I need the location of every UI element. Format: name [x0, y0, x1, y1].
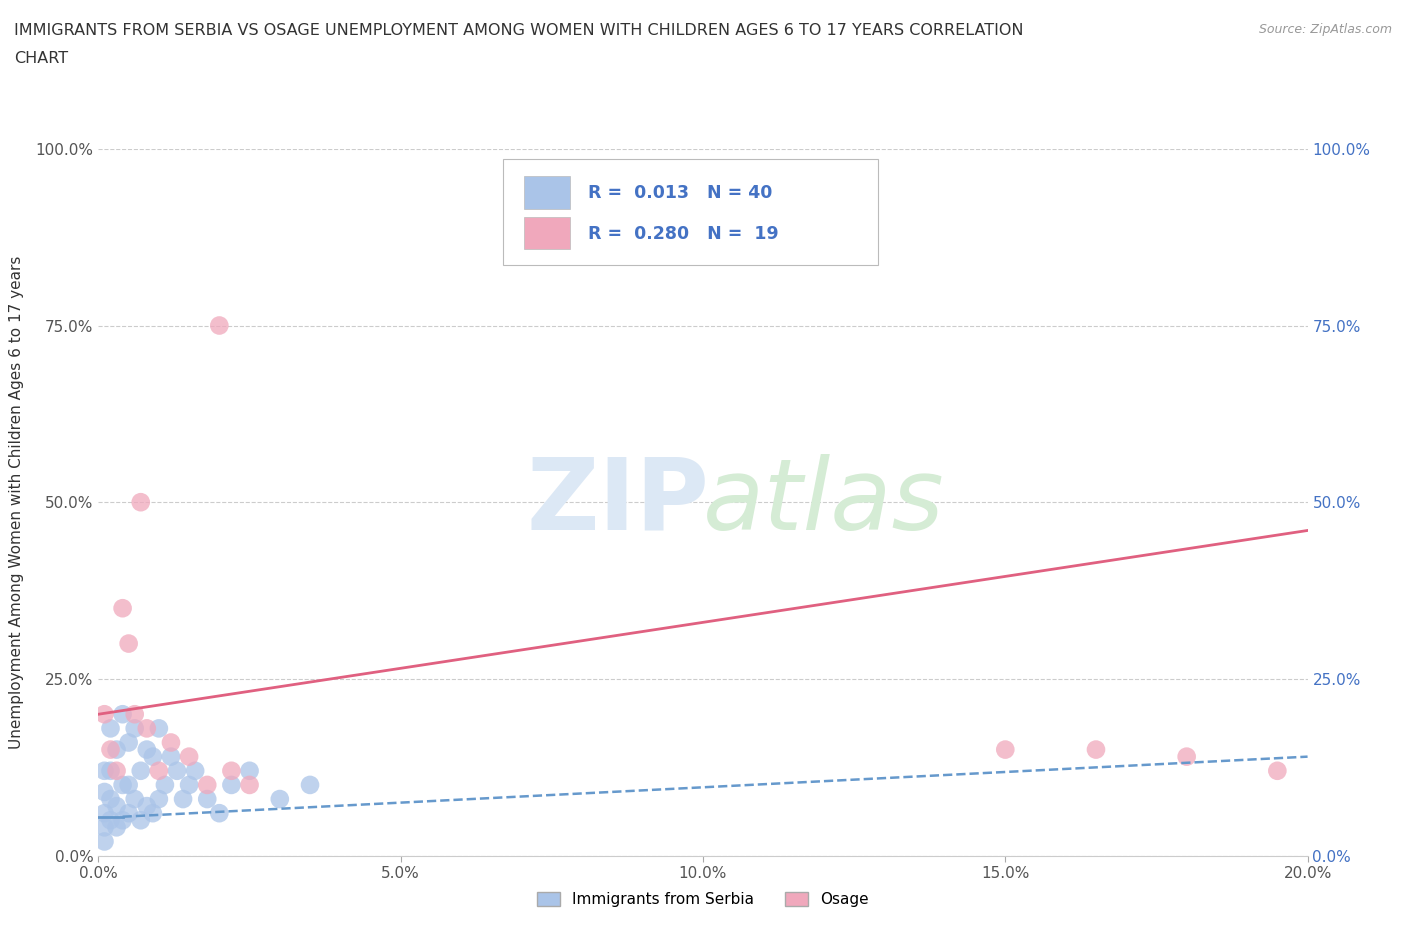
Point	[93, 820, 115, 835]
Point	[148, 791, 170, 806]
Point	[135, 721, 157, 736]
Point	[148, 721, 170, 736]
Point	[129, 495, 152, 510]
Point	[160, 750, 183, 764]
Point	[105, 764, 128, 778]
Point	[184, 764, 207, 778]
FancyBboxPatch shape	[524, 177, 569, 209]
FancyBboxPatch shape	[503, 159, 879, 265]
Point	[100, 721, 122, 736]
Point	[1085, 742, 1108, 757]
Point	[100, 764, 122, 778]
Point	[105, 820, 128, 835]
Point	[118, 735, 141, 750]
Point	[153, 777, 176, 792]
Point	[994, 742, 1017, 757]
Text: Source: ZipAtlas.com: Source: ZipAtlas.com	[1258, 23, 1392, 36]
Point	[105, 742, 128, 757]
Point	[111, 601, 134, 616]
Point	[118, 636, 141, 651]
Point	[93, 785, 115, 800]
Point	[124, 791, 146, 806]
Point	[111, 707, 134, 722]
Point	[142, 750, 165, 764]
FancyBboxPatch shape	[524, 217, 569, 249]
Point	[100, 742, 122, 757]
Point	[239, 777, 262, 792]
Text: R =  0.013   N = 40: R = 0.013 N = 40	[588, 183, 772, 202]
Point	[269, 791, 291, 806]
Point	[148, 764, 170, 778]
Text: IMMIGRANTS FROM SERBIA VS OSAGE UNEMPLOYMENT AMONG WOMEN WITH CHILDREN AGES 6 TO: IMMIGRANTS FROM SERBIA VS OSAGE UNEMPLOY…	[14, 23, 1024, 38]
Point	[118, 805, 141, 820]
Point	[179, 777, 201, 792]
Point	[1175, 750, 1198, 764]
Point	[160, 735, 183, 750]
Point	[129, 813, 152, 828]
Point	[1267, 764, 1289, 778]
Point	[93, 764, 115, 778]
Point	[208, 805, 231, 820]
Text: atlas: atlas	[703, 454, 945, 551]
Point	[93, 834, 115, 849]
Point	[93, 805, 115, 820]
Point	[172, 791, 194, 806]
Point	[195, 777, 218, 792]
Point	[111, 777, 134, 792]
Point	[100, 791, 122, 806]
Point	[135, 799, 157, 814]
Point	[135, 742, 157, 757]
Text: CHART: CHART	[14, 51, 67, 66]
Text: ZIP: ZIP	[527, 454, 710, 551]
Text: R =  0.280   N =  19: R = 0.280 N = 19	[588, 225, 779, 243]
Point	[142, 805, 165, 820]
Point	[111, 813, 134, 828]
Point	[299, 777, 322, 792]
Point	[239, 764, 262, 778]
Point	[124, 707, 146, 722]
Point	[195, 791, 218, 806]
Point	[129, 764, 152, 778]
Y-axis label: Unemployment Among Women with Children Ages 6 to 17 years: Unemployment Among Women with Children A…	[10, 256, 24, 749]
Point	[93, 707, 115, 722]
Point	[221, 764, 243, 778]
Point	[105, 799, 128, 814]
Point	[208, 318, 231, 333]
Point	[166, 764, 188, 778]
Point	[100, 813, 122, 828]
Legend: Immigrants from Serbia, Osage: Immigrants from Serbia, Osage	[531, 885, 875, 913]
Point	[124, 721, 146, 736]
Point	[118, 777, 141, 792]
Point	[221, 777, 243, 792]
Point	[179, 750, 201, 764]
